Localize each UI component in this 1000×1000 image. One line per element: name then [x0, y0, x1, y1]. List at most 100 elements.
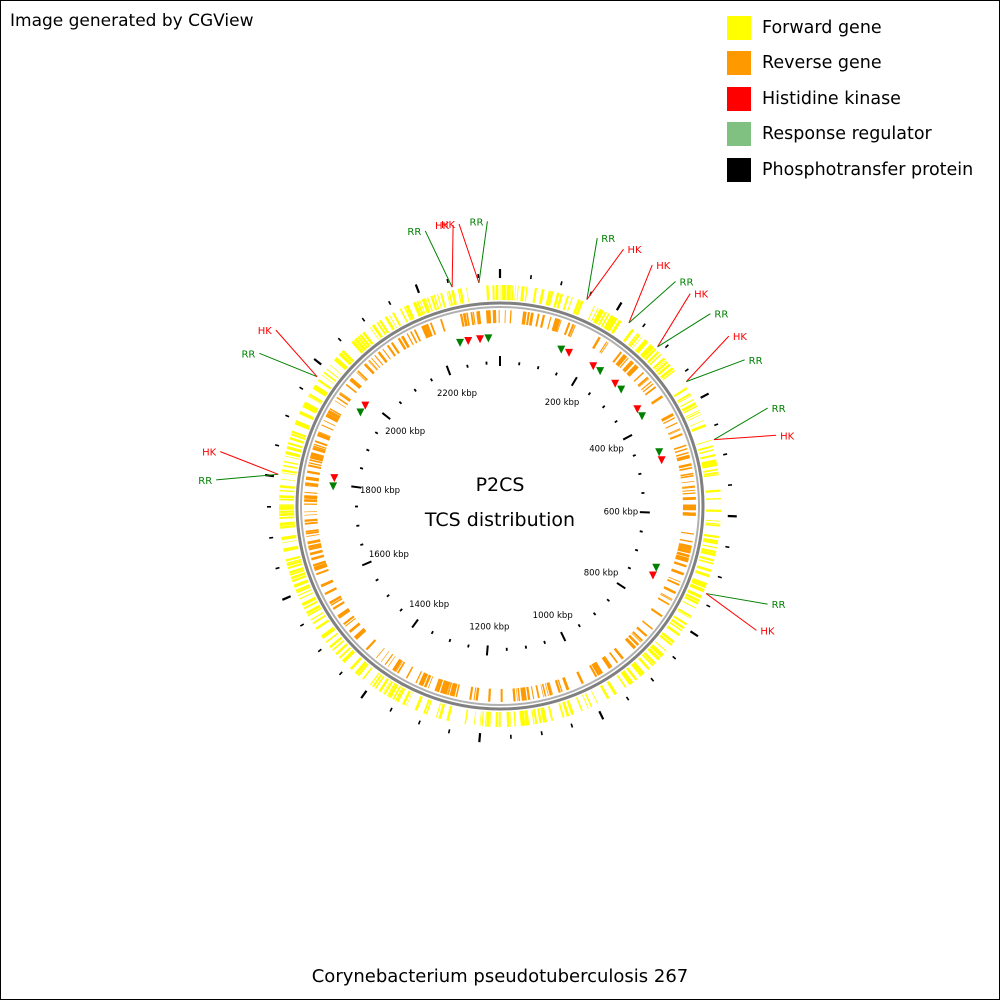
ruler-label: 1200 kbp [469, 623, 509, 633]
forward-gene-mark [669, 621, 683, 632]
forward-gene-mark [355, 337, 367, 351]
reverse-gene-mark [410, 331, 417, 344]
forward-gene-mark [392, 685, 402, 700]
reverse-gene-mark [678, 545, 692, 551]
forward-gene-mark [700, 551, 716, 557]
reverse-gene-mark [674, 447, 688, 454]
tcs-callout-label: RR [241, 349, 255, 360]
forward-gene-mark [605, 315, 616, 331]
reverse-gene-mark [601, 657, 610, 669]
ruler-tick [411, 618, 419, 629]
reverse-gene-mark [425, 324, 432, 337]
forward-gene-mark [703, 468, 719, 473]
ruler-tick [374, 431, 379, 435]
reverse-gene-mark [305, 485, 319, 488]
tcs-callout-line [713, 434, 777, 441]
reverse-gene-mark [616, 354, 626, 366]
forward-gene-mark [309, 393, 323, 403]
reverse-gene-mark [680, 474, 694, 479]
reverse-gene-mark [325, 413, 339, 422]
forward-gene-mark [279, 485, 295, 489]
outer-tick [717, 575, 722, 579]
reverse-gene-mark [678, 463, 692, 469]
forward-gene-mark [280, 478, 296, 482]
tcs-callout-line [424, 230, 453, 288]
reverse-gene-mark [396, 661, 406, 674]
tcs-callout-line [685, 335, 730, 382]
reverse-gene-mark [599, 341, 608, 353]
reverse-gene-mark [576, 671, 584, 685]
tcs-callout-line [259, 352, 318, 378]
reverse-gene-mark [330, 597, 343, 606]
legend-item-forward-gene: Forward gene [727, 10, 973, 46]
forward-gene-mark [705, 522, 721, 525]
tcs-triangle [565, 348, 574, 357]
reverse-gene-mark [459, 313, 465, 327]
tcs-triangle [476, 335, 485, 344]
forward-gene-mark [486, 285, 490, 301]
forward-gene-mark [333, 358, 347, 371]
forward-gene-mark [642, 654, 654, 666]
reverse-gene-mark [526, 311, 530, 326]
reverse-gene-mark [679, 538, 693, 543]
reverse-gene-mark [526, 686, 531, 700]
forward-gene-mark [705, 489, 721, 493]
outer-tick [446, 278, 449, 284]
forward-gene-mark [342, 650, 356, 664]
reverse-gene-mark [677, 456, 691, 462]
legend-swatch [727, 157, 751, 182]
forward-gene-mark [279, 495, 295, 499]
reverse-gene-mark [485, 310, 489, 324]
reverse-gene-mark [632, 631, 643, 642]
reverse-gene-mark [337, 608, 350, 618]
reverse-gene-mark [306, 470, 321, 476]
reverse-gene-mark [681, 485, 696, 488]
reverse-gene-mark [444, 681, 451, 695]
reverse-gene-mark [353, 627, 366, 639]
forward-gene-mark [290, 572, 306, 579]
forward-gene-mark [435, 703, 441, 718]
ruler-tick [560, 631, 567, 642]
reverse-gene-mark [544, 683, 549, 697]
forward-gene-mark [283, 460, 299, 466]
tcs-triangle [557, 345, 566, 354]
forward-gene-mark [666, 625, 681, 637]
reverse-gene-mark [313, 443, 327, 449]
tcs-callout-label: RR [198, 476, 212, 487]
forward-gene-mark [279, 525, 296, 529]
forward-gene-mark [372, 324, 383, 338]
forward-gene-mark [402, 690, 412, 706]
ruler-tick [366, 448, 370, 452]
ruler-tick [536, 365, 540, 370]
reverse-gene-mark [486, 310, 491, 324]
forward-gene-mark [695, 569, 711, 576]
reverse-gene-mark [676, 551, 690, 558]
outer-tick [570, 723, 574, 728]
reverse-gene-mark [305, 529, 319, 533]
reverse-gene-mark [309, 455, 324, 462]
forward-gene-mark [357, 663, 369, 677]
ruler-tick [638, 472, 642, 476]
forward-gene-mark [451, 289, 457, 306]
reverse-gene-mark [678, 543, 692, 549]
forward-gene-mark [286, 560, 302, 566]
reverse-gene-mark [413, 329, 422, 342]
ruler-tick [634, 548, 639, 552]
forward-gene-mark [354, 661, 367, 675]
reverse-gene-mark [405, 666, 414, 679]
forward-gene-mark [425, 699, 433, 715]
forward-gene-mark [703, 473, 719, 478]
forward-gene-mark [279, 523, 295, 527]
forward-gene-mark [383, 681, 394, 695]
reverse-gene-mark [509, 310, 512, 324]
forward-gene-mark [691, 580, 707, 589]
forward-gene-mark [386, 682, 396, 697]
reverse-gene-mark [374, 354, 384, 366]
ruler-tick [622, 433, 633, 441]
forward-gene-mark [310, 611, 324, 621]
legend-label: Reverse gene [762, 53, 882, 74]
reverse-gene-mark [541, 683, 547, 697]
forward-gene-mark [514, 285, 517, 301]
tcs-callout-line [686, 359, 745, 383]
